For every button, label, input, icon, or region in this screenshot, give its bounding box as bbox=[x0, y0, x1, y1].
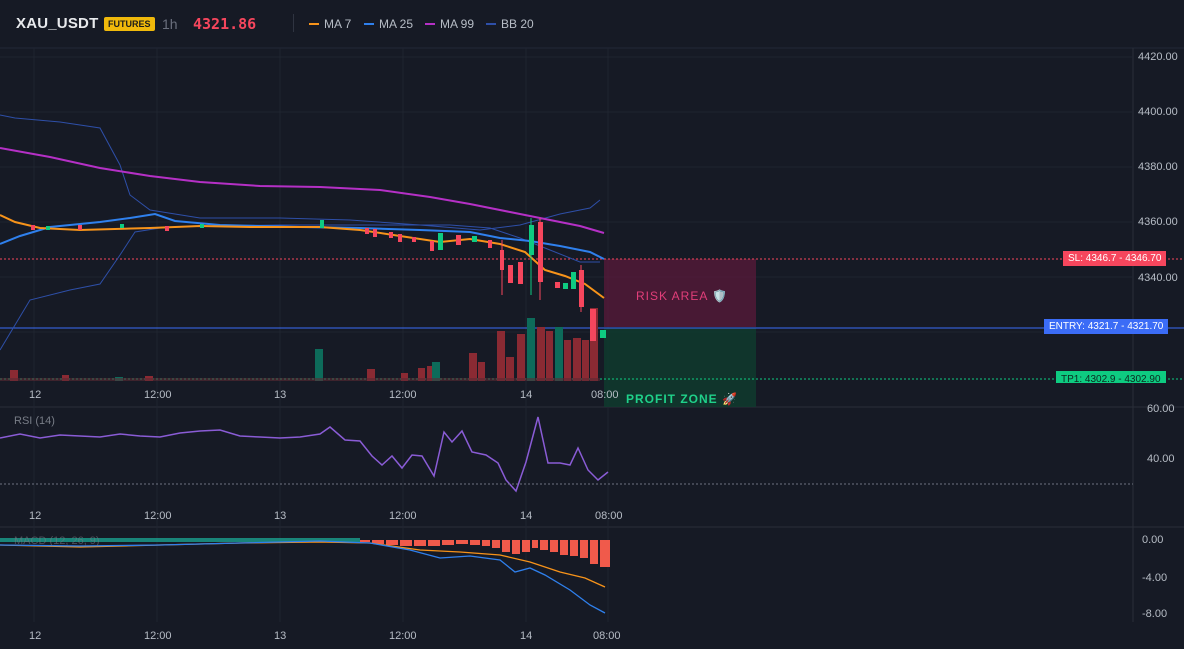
time-axis-label: 08:00 bbox=[591, 389, 619, 401]
price-axis-label: 4380.00 bbox=[1138, 161, 1178, 173]
entry-tag[interactable]: ENTRY: 4321.7 - 4321.70 bbox=[1044, 319, 1169, 334]
time-axis-label: 14 bbox=[520, 630, 533, 642]
profit-zone-label: PROFIT ZONE 🚀 bbox=[626, 392, 738, 406]
chart-header: XAU_USDT FUTURES 1h 4321.86 MA 7 MA 25 M… bbox=[0, 0, 1184, 48]
symbol-name[interactable]: XAU_USDT bbox=[16, 15, 99, 32]
macd-axis-label: -8.00 bbox=[1142, 608, 1168, 620]
time-axis-label: 13 bbox=[274, 389, 287, 401]
take-profit-tag[interactable]: TP1: 4302.9 - 4302.90 bbox=[1056, 371, 1166, 383]
time-axis-label: 08:00 bbox=[595, 510, 623, 522]
legend-bb20-label: BB 20 bbox=[501, 17, 534, 31]
bb20-swatch bbox=[486, 23, 496, 25]
macd-label[interactable]: MACD (12, 26, 9) bbox=[14, 535, 100, 547]
stop-loss-tag[interactable]: SL: 4346.7 - 4346.70 bbox=[1063, 251, 1167, 266]
ma25-line bbox=[0, 212, 605, 260]
time-axis-label: 12:00 bbox=[144, 389, 172, 401]
header-divider bbox=[293, 14, 294, 32]
time-axis-label: 12 bbox=[29, 510, 42, 522]
rsi-label[interactable]: RSI (14) bbox=[14, 415, 55, 427]
grid bbox=[0, 48, 1133, 622]
legend-ma99[interactable]: MA 99 bbox=[425, 17, 474, 31]
rsi-line bbox=[0, 416, 609, 493]
ma99-line bbox=[0, 147, 605, 234]
legend-ma25[interactable]: MA 25 bbox=[364, 17, 413, 31]
ma25-swatch bbox=[364, 23, 374, 25]
time-axis-label: 12:00 bbox=[389, 630, 417, 642]
time-axis-label: 14 bbox=[520, 510, 533, 522]
price-axis-label: 4400.00 bbox=[1138, 106, 1178, 118]
time-axis-label: 12:00 bbox=[389, 389, 417, 401]
time-axis-label: 12 bbox=[29, 389, 42, 401]
last-price: 4321.86 bbox=[193, 15, 257, 33]
legend-ma7[interactable]: MA 7 bbox=[309, 17, 351, 31]
futures-badge: FUTURES bbox=[104, 17, 155, 31]
rsi-axis-label: 60.00 bbox=[1147, 403, 1175, 415]
time-axis-label: 13 bbox=[274, 510, 287, 522]
time-axis-label: 14 bbox=[520, 389, 533, 401]
time-axis-label: 12:00 bbox=[144, 510, 172, 522]
ma99-swatch bbox=[425, 23, 435, 25]
macd-axis-label: -4.00 bbox=[1142, 572, 1168, 584]
macd-axis-label: 0.00 bbox=[1142, 534, 1164, 546]
profit-zone[interactable] bbox=[604, 328, 756, 407]
time-axis-label: 12 bbox=[29, 630, 42, 642]
price-axis-label: 4420.00 bbox=[1138, 51, 1178, 63]
time-axis-label: 08:00 bbox=[593, 630, 621, 642]
volume-bars bbox=[0, 308, 600, 381]
macd-histogram bbox=[0, 538, 610, 567]
price-axis-label: 4340.00 bbox=[1138, 272, 1178, 284]
ma7-line bbox=[0, 214, 605, 299]
ma7-swatch bbox=[309, 23, 319, 25]
bollinger-lower bbox=[0, 224, 600, 351]
time-axis-label: 13 bbox=[274, 630, 287, 642]
rsi-axis-label: 40.00 bbox=[1147, 453, 1175, 465]
risk-area-label: RISK AREA 🛡️ bbox=[636, 289, 728, 303]
legend-bb20[interactable]: BB 20 bbox=[486, 17, 534, 31]
risk-area-zone[interactable] bbox=[604, 259, 756, 327]
timeframe-selector[interactable]: 1h bbox=[162, 16, 178, 32]
time-axis-label: 12:00 bbox=[389, 510, 417, 522]
legend-ma25-label: MA 25 bbox=[379, 17, 414, 31]
macd-line bbox=[0, 540, 606, 614]
time-axis-label: 12:00 bbox=[144, 630, 172, 642]
price-axis-label: 4360.00 bbox=[1138, 216, 1178, 228]
legend-ma99-label: MA 99 bbox=[440, 17, 475, 31]
candlesticks bbox=[31, 218, 606, 341]
legend-ma7-label: MA 7 bbox=[324, 17, 352, 31]
